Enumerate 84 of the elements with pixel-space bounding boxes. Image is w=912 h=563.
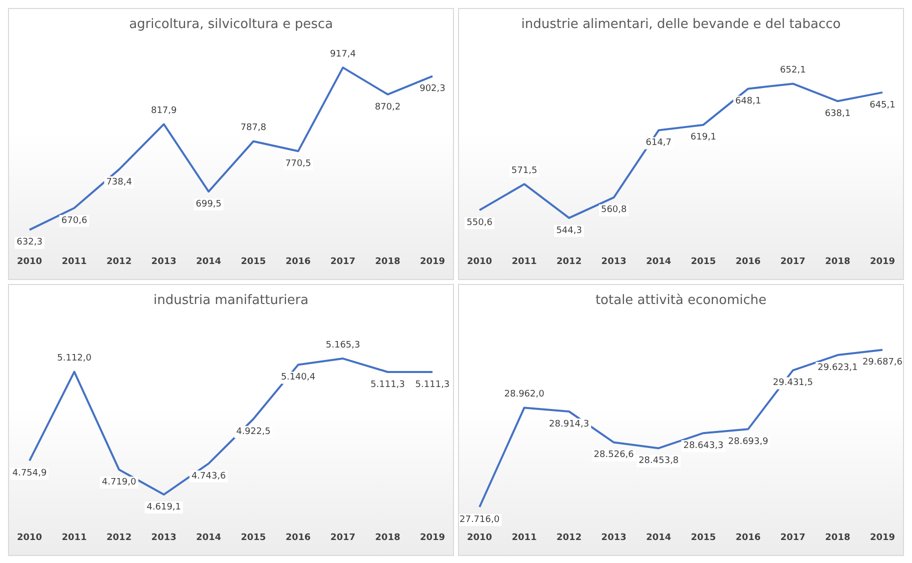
data-label: 29.687,6 [862, 358, 903, 368]
data-label: 4.619,1 [146, 502, 182, 512]
data-label: 544,3 [556, 226, 582, 236]
data-label: 4.719,0 [102, 478, 137, 488]
data-label: 614,7 [646, 138, 672, 148]
data-label: 652,1 [780, 66, 806, 76]
x-tick-label: 2010 [16, 532, 42, 543]
x-tick-label: 2019 [870, 256, 896, 267]
x-tick-label: 2013 [601, 532, 626, 543]
chart-title: industria manifatturiera [152, 292, 310, 310]
x-tick-label: 2012 [556, 256, 582, 267]
data-label: 4.922,5 [236, 426, 271, 437]
chart-title: agricoltura, silvicoltura e pesca [128, 16, 334, 34]
x-tick-label: 2010 [466, 256, 492, 267]
data-label: 28.693,9 [728, 436, 768, 447]
data-label: 550,6 [466, 218, 493, 228]
data-label: 5.165,3 [326, 340, 360, 350]
x-tick-label: 2012 [106, 532, 132, 543]
chart-title: industrie alimentari, delle bevande e del tabacco [520, 16, 842, 34]
x-tick-label: 2015 [690, 256, 716, 267]
data-label: 29.623,1 [818, 362, 858, 373]
data-label: 870,2 [374, 102, 401, 112]
chart-title: totale attività economiche [594, 292, 768, 310]
x-tick-label: 2011 [512, 532, 537, 543]
data-label: 5.111,3 [370, 380, 405, 390]
x-tick-label: 2013 [151, 256, 176, 267]
data-label: 27.716,0 [459, 514, 500, 525]
x-tick-label: 2012 [556, 532, 582, 543]
data-label: 4.754,9 [12, 468, 47, 479]
data-label: 4.743,6 [191, 471, 226, 482]
x-tick-label: 2013 [151, 532, 176, 543]
x-tick-label: 2018 [375, 256, 400, 267]
data-label: 5.140,4 [280, 372, 316, 383]
data-label: 902,3 [420, 84, 446, 94]
data-label: 738,4 [106, 177, 132, 188]
x-tick-label: 2019 [420, 256, 446, 267]
data-label: 917,4 [330, 49, 356, 60]
x-tick-label: 2016 [736, 256, 761, 267]
data-label: 28.526,6 [594, 450, 634, 460]
data-label: 699,5 [196, 199, 222, 210]
data-label: 645,1 [870, 100, 896, 110]
data-label: 28.914,3 [549, 419, 590, 430]
x-tick-label: 2010 [16, 256, 42, 267]
x-tick-label: 2017 [780, 532, 806, 543]
x-tick-label: 2016 [736, 532, 761, 543]
x-tick-label: 2018 [375, 532, 400, 543]
x-tick-label: 2014 [196, 532, 222, 543]
data-label: 5.111,3 [415, 380, 450, 390]
x-tick-label: 2015 [240, 256, 266, 267]
data-label: 571,5 [511, 166, 538, 176]
x-tick-label: 2018 [825, 256, 850, 267]
x-tick-label: 2017 [780, 256, 806, 267]
data-label: 770,5 [285, 159, 312, 170]
x-tick-label: 2010 [466, 532, 492, 543]
x-tick-label: 2014 [196, 256, 222, 267]
x-tick-label: 2016 [286, 532, 311, 543]
data-label: 28.453,8 [638, 456, 679, 466]
data-label: 638,1 [824, 109, 851, 120]
data-label: 787,8 [240, 123, 267, 134]
data-label: 28.962,0 [504, 390, 545, 400]
x-tick-label: 2015 [690, 532, 716, 543]
data-label: 648,1 [735, 96, 762, 107]
data-label: 560,8 [600, 205, 627, 216]
x-tick-label: 2016 [286, 256, 311, 267]
data-label: 29.431,5 [772, 378, 813, 388]
data-label: 817,9 [150, 106, 177, 116]
x-tick-label: 2013 [601, 256, 626, 267]
x-tick-label: 2014 [646, 532, 672, 543]
x-tick-label: 2017 [330, 532, 356, 543]
x-tick-label: 2012 [106, 256, 132, 267]
x-tick-label: 2017 [330, 256, 356, 267]
data-label: 28.643,3 [683, 440, 724, 451]
x-tick-label: 2019 [870, 532, 896, 543]
x-tick-label: 2014 [646, 256, 672, 267]
x-tick-label: 2018 [825, 532, 850, 543]
data-label: 619,1 [690, 132, 716, 143]
data-label: 632,3 [16, 238, 42, 248]
x-tick-label: 2019 [420, 532, 446, 543]
x-tick-label: 2011 [62, 532, 87, 543]
x-tick-label: 2011 [62, 256, 87, 267]
data-label: 5.112,0 [57, 354, 92, 364]
data-label: 670,6 [61, 216, 88, 226]
x-tick-label: 2015 [240, 532, 266, 543]
x-tick-label: 2011 [512, 256, 537, 267]
